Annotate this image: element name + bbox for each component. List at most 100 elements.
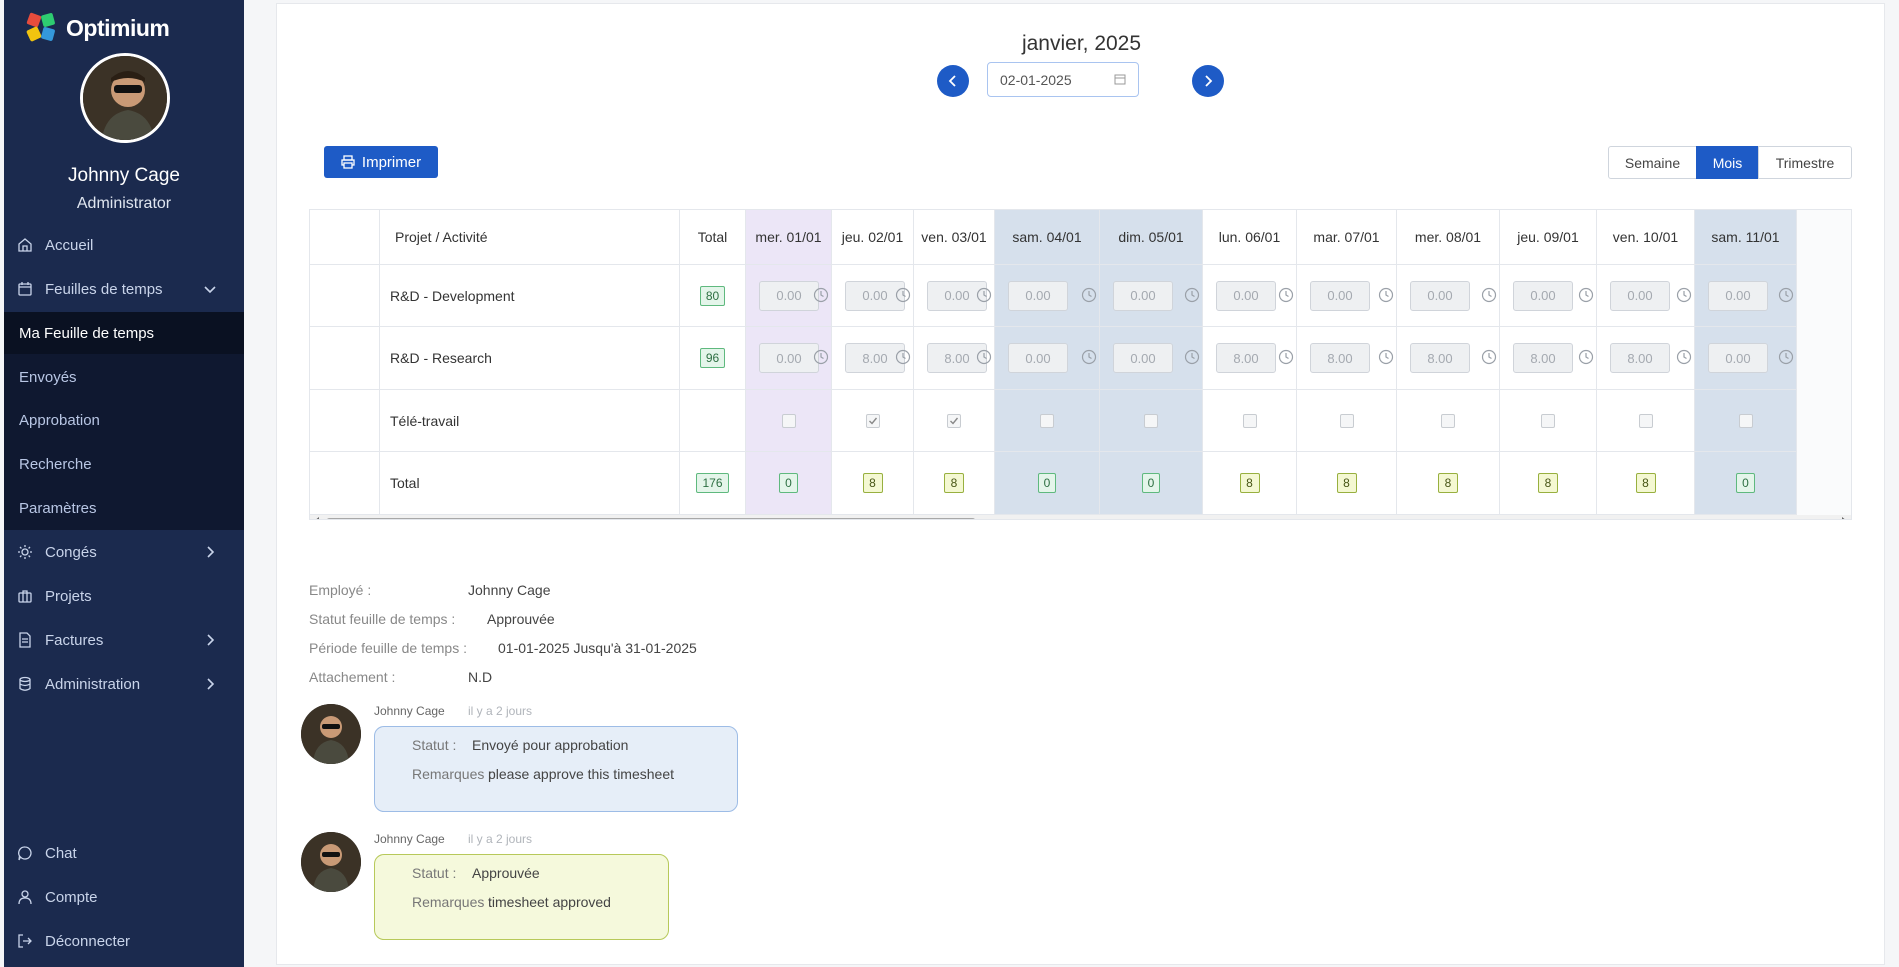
hours-input[interactable]: 0.00 [1008, 280, 1068, 311]
next-month-button[interactable] [1192, 65, 1224, 97]
header-day: mer. 01/01 [746, 210, 832, 265]
teletravail-checkbox[interactable] [947, 413, 961, 428]
row-total-cell: 96 [680, 327, 746, 390]
clock-icon[interactable] [976, 287, 992, 303]
comment-statut-value: Approuvée [472, 865, 540, 881]
hours-input[interactable]: 0.00 [1708, 280, 1768, 311]
sub-ma-feuille[interactable]: Ma Feuille de temps [4, 312, 244, 354]
clock-icon[interactable] [1184, 287, 1200, 303]
teletravail-checkbox[interactable] [781, 413, 796, 428]
nav-compte[interactable]: Compte [4, 877, 244, 917]
header-day: jeu. 09/01 [1500, 210, 1597, 265]
clock-icon[interactable] [1481, 287, 1497, 303]
date-input[interactable]: 02-01-2025 [987, 62, 1139, 97]
file-icon [16, 631, 34, 649]
chevron-right-icon [207, 634, 215, 646]
teletravail-checkbox[interactable] [1339, 413, 1354, 428]
print-button[interactable]: Imprimer [324, 146, 438, 178]
scroll-left-arrow[interactable] [314, 517, 319, 519]
teletravail-checkbox[interactable] [1144, 413, 1158, 428]
hours-input[interactable]: 0.00 [1410, 280, 1470, 311]
clock-icon[interactable] [1081, 287, 1097, 303]
clock-icon[interactable] [1081, 349, 1097, 365]
clock-icon[interactable] [895, 287, 911, 303]
view-semaine-button[interactable]: Semaine [1608, 146, 1697, 179]
employe-label: Employé : [309, 582, 372, 598]
sub-parametres[interactable]: Paramètres [19, 499, 97, 517]
hours-input[interactable]: 0.00 [1008, 343, 1068, 373]
scroll-right-arrow[interactable] [1842, 517, 1847, 519]
total-row-label: Total [380, 452, 680, 515]
clock-icon[interactable] [1378, 349, 1394, 365]
hours-input[interactable]: 0.00 [1513, 280, 1573, 311]
sub-envoyes[interactable]: Envoyés [19, 368, 77, 386]
hours-cell: 8.00 [1203, 327, 1297, 390]
nav-projets[interactable]: Projets [4, 576, 244, 616]
hours-input[interactable]: 0.00 [759, 280, 819, 311]
hours-input[interactable]: 0.00 [1610, 280, 1670, 311]
horizontal-scrollbar[interactable] [310, 515, 1851, 519]
teletravail-label: Télé-travail [380, 390, 680, 452]
clock-icon[interactable] [1578, 349, 1594, 365]
clock-icon[interactable] [895, 349, 911, 365]
hours-input[interactable]: 0.00 [1113, 280, 1173, 311]
hours-cell: 0.00 [995, 265, 1100, 327]
nav-chat[interactable]: Chat [4, 833, 244, 873]
nav-deconnecter[interactable]: Déconnecter [4, 921, 244, 961]
hours-cell: 0.00 [1100, 327, 1203, 390]
hours-cell: 8.00 [1597, 327, 1695, 390]
teletravail-checkbox[interactable] [1441, 413, 1455, 428]
hours-input[interactable]: 8.00 [1216, 343, 1276, 373]
hours-input[interactable]: 0.00 [1216, 280, 1276, 311]
hours-input[interactable]: 0.00 [927, 280, 987, 311]
nav-administration[interactable]: Administration [4, 664, 244, 704]
main-panel: janvier, 2025 02-01-2025 Imprimer Semain… [276, 3, 1885, 965]
hours-input[interactable]: 0.00 [845, 280, 905, 311]
user-avatar[interactable] [80, 53, 170, 143]
teletravail-checkbox[interactable] [1738, 413, 1753, 428]
clock-icon[interactable] [813, 287, 829, 303]
clock-icon[interactable] [1676, 287, 1692, 303]
sub-recherche[interactable]: Recherche [19, 455, 92, 473]
view-trimestre-button[interactable]: Trimestre [1758, 146, 1852, 179]
calendar-icon [16, 280, 34, 298]
scrollbar-thumb[interactable] [326, 518, 976, 519]
nav-conges-label: Congés [45, 543, 97, 561]
hours-input[interactable]: 8.00 [1410, 343, 1470, 373]
hours-input[interactable]: 0.00 [759, 343, 819, 373]
teletravail-checkbox[interactable] [1541, 413, 1555, 428]
app-logo[interactable]: Optimium [26, 12, 170, 44]
hours-cell: 0.00 [746, 327, 832, 390]
hours-input[interactable]: 0.00 [1708, 343, 1768, 373]
hours-input[interactable]: 0.00 [1310, 280, 1370, 311]
clock-icon[interactable] [1378, 287, 1394, 303]
clock-icon[interactable] [1481, 349, 1497, 365]
teletravail-checkbox[interactable] [1040, 413, 1054, 428]
clock-icon[interactable] [1676, 349, 1692, 365]
view-mois-button[interactable]: Mois [1696, 146, 1759, 179]
teletravail-checkbox[interactable] [1638, 413, 1653, 428]
teletravail-checkbox[interactable] [865, 413, 880, 428]
clock-icon[interactable] [1578, 287, 1594, 303]
clock-icon[interactable] [976, 349, 992, 365]
hours-input[interactable]: 0.00 [1113, 343, 1173, 373]
clock-icon[interactable] [1184, 349, 1200, 365]
teletravail-checkbox[interactable] [1242, 413, 1257, 428]
nav-factures[interactable]: Factures [4, 620, 244, 660]
prev-month-button[interactable] [937, 65, 969, 97]
nav-conges[interactable]: Congés [4, 532, 244, 572]
hours-input[interactable]: 8.00 [1610, 343, 1670, 373]
sub-approbation[interactable]: Approbation [19, 411, 100, 429]
nav-projets-label: Projets [45, 587, 92, 605]
clock-icon[interactable] [1278, 349, 1294, 365]
date-value: 02-01-2025 [1000, 71, 1072, 88]
nav-feuilles-de-temps[interactable]: Feuilles de temps [4, 269, 244, 309]
clock-icon[interactable] [1278, 287, 1294, 303]
clock-icon[interactable] [1778, 287, 1794, 303]
hours-input[interactable]: 8.00 [1310, 343, 1370, 373]
clock-icon[interactable] [1778, 349, 1794, 365]
nav-accueil[interactable]: Accueil [4, 225, 244, 265]
briefcase-icon [16, 587, 34, 605]
clock-icon[interactable] [813, 349, 829, 365]
hours-input[interactable]: 8.00 [1513, 343, 1573, 373]
